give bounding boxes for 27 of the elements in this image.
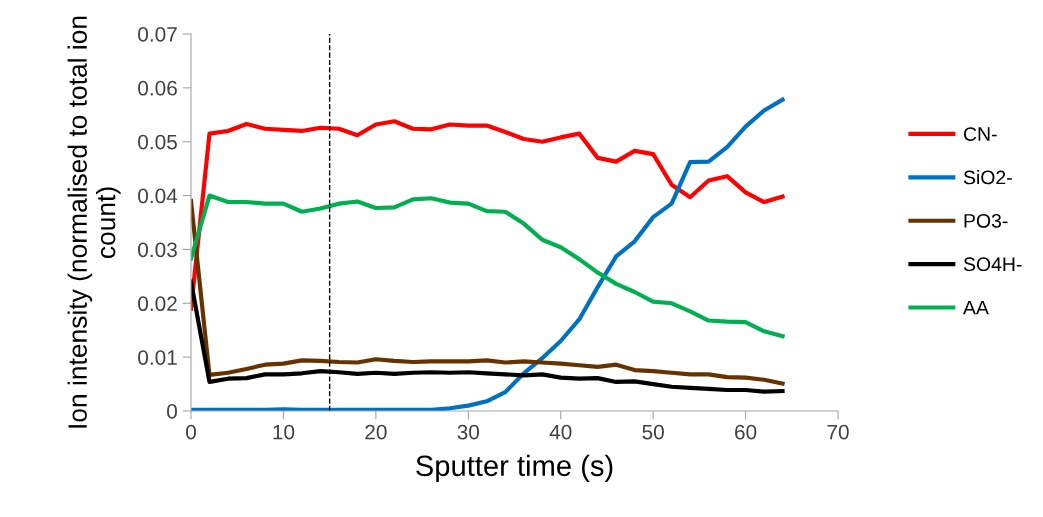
legend-label: PO3- — [964, 213, 1008, 228]
legend-label: AA — [963, 300, 989, 315]
y-tick-label: 0.06 — [138, 80, 177, 96]
x-tick-label: 30 — [457, 424, 480, 440]
line-series — [191, 193, 785, 339]
y-tick-label: 0.02 — [138, 296, 177, 312]
y-tick-label: 0.05 — [138, 134, 177, 150]
y-tick-label: 0.07 — [138, 27, 177, 42]
x-axis-title: Sputter time (s) — [416, 454, 613, 482]
legend-label: CN- — [963, 127, 997, 141]
y-tick-label: 0.01 — [138, 350, 177, 365]
line-series — [191, 119, 785, 311]
line-series — [191, 97, 785, 411]
x-tick-label: 0 — [186, 424, 196, 440]
x-tick-label: 20 — [365, 424, 387, 440]
x-tick-label: 50 — [642, 424, 664, 440]
x-tick-label: 40 — [549, 424, 572, 440]
legend-label: SiO2- — [963, 170, 1012, 185]
y-axis-title: Ion intensity (normalised to total ion count) — [67, 16, 121, 428]
y-tick-label: 0 — [167, 404, 177, 419]
y-tick-label: 0.04 — [138, 188, 178, 204]
x-tick-label: 60 — [735, 424, 757, 440]
line-series — [191, 198, 785, 386]
x-tick-label: 10 — [273, 424, 295, 440]
y-tick-label: 0.03 — [138, 242, 177, 258]
legend-label: SO4H- — [963, 257, 1022, 272]
x-tick-label: 70 — [827, 424, 849, 440]
